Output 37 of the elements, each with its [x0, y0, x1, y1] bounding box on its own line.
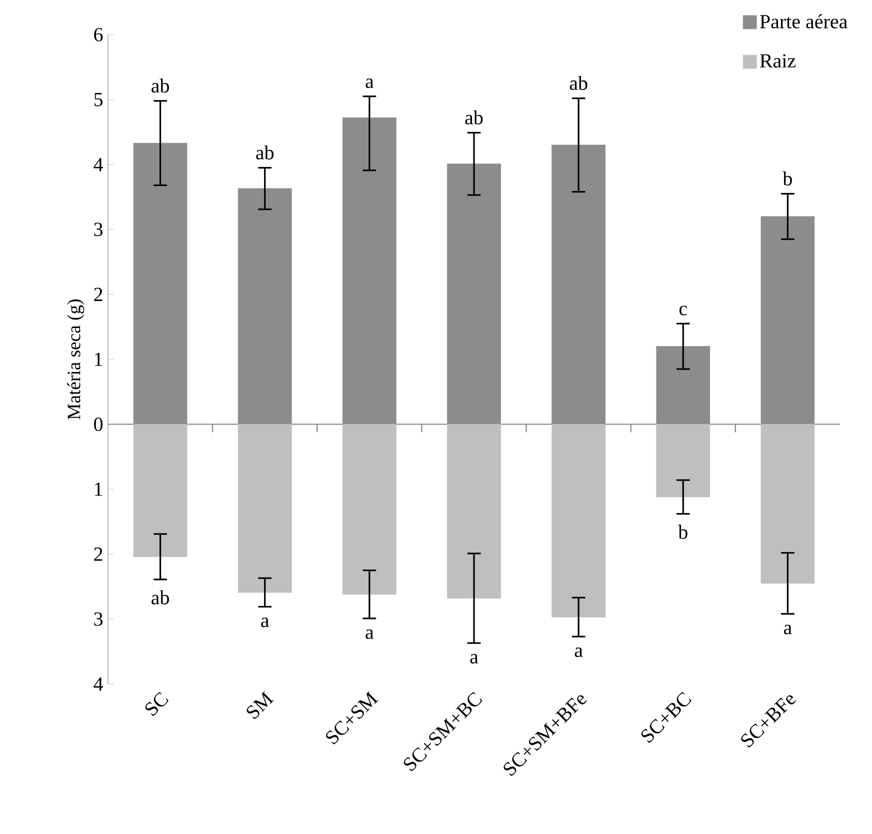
annotation: a — [574, 648, 583, 658]
y-tick-label: 2 — [94, 288, 102, 302]
y-tick-label: 0 — [94, 418, 103, 431]
bar — [238, 424, 292, 593]
annotation: ab — [256, 145, 274, 160]
annotation: b — [678, 524, 688, 539]
legend-label: Raiz — [760, 54, 796, 68]
y-tick-label: 5 — [94, 92, 103, 106]
y-tick-label: 3 — [94, 612, 103, 626]
annotation: ab — [152, 78, 169, 93]
annotation: ab — [465, 110, 483, 124]
annotation: a — [261, 618, 270, 628]
y-tick-label: 4 — [94, 677, 103, 691]
bar — [342, 424, 396, 595]
y-tick-label: 3 — [94, 222, 103, 236]
annotation: ab — [152, 590, 169, 604]
bar — [760, 424, 815, 584]
annotation: c — [679, 306, 687, 316]
annotation: a — [784, 624, 792, 634]
y-tick-label: 4 — [94, 158, 103, 172]
annotation: b — [782, 171, 792, 186]
bar — [656, 424, 710, 498]
annotation: ab — [570, 76, 588, 90]
y-tick-label: 1 — [95, 482, 102, 496]
y-axis-title: Matéria seca (g) — [67, 300, 84, 420]
x-tick-label: SM — [246, 691, 274, 720]
y-tick-label: 2 — [94, 548, 102, 561]
bar — [133, 424, 188, 557]
annotation: a — [470, 654, 478, 664]
y-tick-label: 1 — [95, 352, 102, 366]
annotation: a — [366, 629, 374, 639]
legend-label: Parte aérea — [760, 14, 848, 28]
bar — [447, 424, 501, 599]
bar — [552, 424, 606, 618]
x-tick-label: SC — [145, 692, 169, 716]
y-tick-label: 6 — [94, 28, 103, 42]
annotation: a — [366, 78, 374, 88]
